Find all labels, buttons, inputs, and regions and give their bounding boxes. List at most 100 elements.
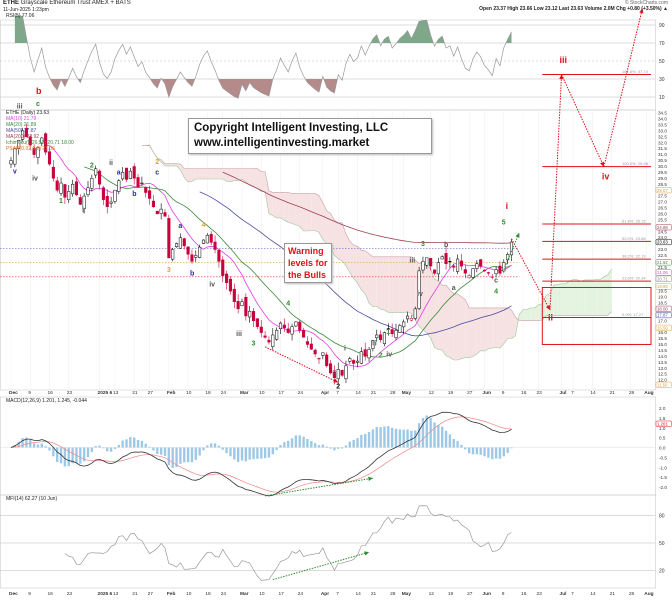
- macd-histogram-bar: [90, 447, 94, 452]
- macd-histogram-bar: [452, 439, 455, 448]
- projection-arrow: [561, 74, 605, 167]
- ichimoku-cloud-segment: [569, 279, 574, 316]
- macd-histogram-bar: [371, 429, 375, 448]
- candle-body: [305, 341, 309, 345]
- macd-histogram-bar: [117, 444, 120, 448]
- price-tick-label: 25.5: [658, 217, 667, 222]
- candle-body: [24, 127, 28, 137]
- projection-arrow: [603, 8, 643, 167]
- date-tick-label: 13: [113, 591, 119, 597]
- macd-histogram-bar: [217, 445, 221, 448]
- wave-label: iv: [602, 171, 610, 181]
- price-tag-label: 28.07: [657, 188, 668, 193]
- mfi-divergence-arrow: [272, 551, 370, 581]
- macd-histogram-bar: [102, 447, 105, 449]
- mfi-tick-label: 80: [659, 513, 665, 519]
- price-tick-label: 32.5: [658, 134, 667, 139]
- ichimoku-cloud-segment: [315, 193, 319, 233]
- macd-tick-label: -1.0: [659, 465, 667, 470]
- projection-arrow-head: [545, 305, 550, 311]
- macd-histogram-bar: [398, 429, 402, 448]
- macd-histogram-bar: [356, 438, 359, 448]
- candle-body: [163, 212, 167, 217]
- ichimoku-cloud-segment: [403, 256, 408, 313]
- ichimoku-cloud-segment: [407, 256, 412, 314]
- macd-histogram-bar: [175, 447, 178, 468]
- date-tick-label: 16: [521, 390, 527, 396]
- candle-body: [498, 265, 502, 274]
- candle-body: [355, 360, 360, 363]
- macd-histogram-bar: [414, 430, 417, 448]
- macd-histogram-bar: [267, 447, 271, 458]
- candle-body: [121, 172, 125, 180]
- macd-histogram-bar: [263, 447, 267, 459]
- candle-body: [298, 321, 302, 331]
- candle-body: [429, 257, 433, 267]
- macd-histogram-bar: [348, 441, 351, 448]
- wave-label: 5: [502, 220, 506, 227]
- macd-histogram-bar: [17, 441, 20, 448]
- candle-body: [178, 237, 182, 249]
- warning-box: Warning levels for the Bulls: [284, 243, 332, 283]
- date-tick-label: 27: [467, 390, 473, 396]
- ma50-line: [199, 191, 512, 337]
- candle-body: [278, 322, 283, 329]
- ichimoku-cloud-segment: [457, 293, 462, 360]
- candle-body: [101, 187, 105, 200]
- macd-histogram-bar: [236, 447, 240, 462]
- mfi-divergence-arrow-head: [364, 551, 370, 556]
- ichimoku-cloud-segment: [199, 168, 204, 180]
- candle-body: [148, 190, 152, 199]
- price-tick-label: 13.0: [658, 366, 667, 371]
- panel-frame: [0, 109, 656, 391]
- legend-ma20: MA(20) 21.89: [6, 122, 37, 128]
- macd-histogram-bar: [487, 447, 490, 458]
- ichimoku-cloud-segment: [476, 307, 481, 354]
- legend-psar: PSAR(0.02,0.2) 21.06: [6, 146, 55, 152]
- macd-tick-label: 2.0: [659, 406, 666, 411]
- candle-body: [313, 349, 317, 355]
- date-tick-label: 23: [536, 591, 542, 597]
- candle-body: [459, 260, 463, 267]
- ichimoku-cloud-segment: [526, 307, 531, 321]
- wave-label: v: [13, 169, 17, 176]
- ichimoku-cloud-segment: [580, 279, 585, 316]
- candle-body: [113, 189, 117, 202]
- ichimoku-cloud-segment: [592, 279, 597, 316]
- candle-body: [213, 241, 217, 250]
- date-tick-label: Dec: [9, 390, 18, 396]
- date-tick-label: Apr: [321, 591, 329, 597]
- ichimoku-cloud-segment: [261, 171, 266, 192]
- candle-body: [271, 334, 275, 347]
- price-tick-label: 16.0: [658, 330, 667, 335]
- macd-histogram-bar: [248, 447, 251, 460]
- ichimoku-cloud-segment: [557, 283, 562, 316]
- ma200-line: [222, 171, 512, 244]
- candle-body: [248, 310, 252, 318]
- price-tick-label: 22.5: [658, 253, 667, 258]
- macd-histogram-bar: [240, 447, 244, 461]
- macd-histogram-bar: [310, 441, 313, 448]
- date-tick-label: May: [402, 390, 412, 396]
- candle-body: [494, 269, 498, 275]
- candle-body: [286, 328, 290, 333]
- date-tick-label: Jun: [483, 591, 492, 597]
- candle-body: [221, 259, 225, 276]
- date-tick-label: 12: [429, 390, 435, 396]
- macd-histogram-bar: [302, 436, 305, 448]
- price-tick-label: 34.5: [658, 111, 667, 116]
- ichimoku-cloud-segment: [507, 307, 512, 339]
- wave-label: 3: [421, 241, 425, 248]
- ichimoku-cloud-segment: [211, 168, 216, 180]
- macd-histogram-bar: [233, 447, 236, 460]
- projection-arrow: [511, 238, 551, 311]
- date-tick-label: 14: [590, 390, 596, 396]
- wave-label: a: [117, 170, 121, 177]
- candle-body: [394, 329, 398, 338]
- price-tag-label: 24.88: [657, 225, 668, 230]
- date-tick-label: 23: [67, 591, 73, 597]
- candle-body: [432, 269, 437, 274]
- ichimoku-cloud-segment: [484, 307, 489, 352]
- wave-label: 3: [167, 267, 171, 274]
- ichimoku-cloud-segment: [307, 193, 312, 231]
